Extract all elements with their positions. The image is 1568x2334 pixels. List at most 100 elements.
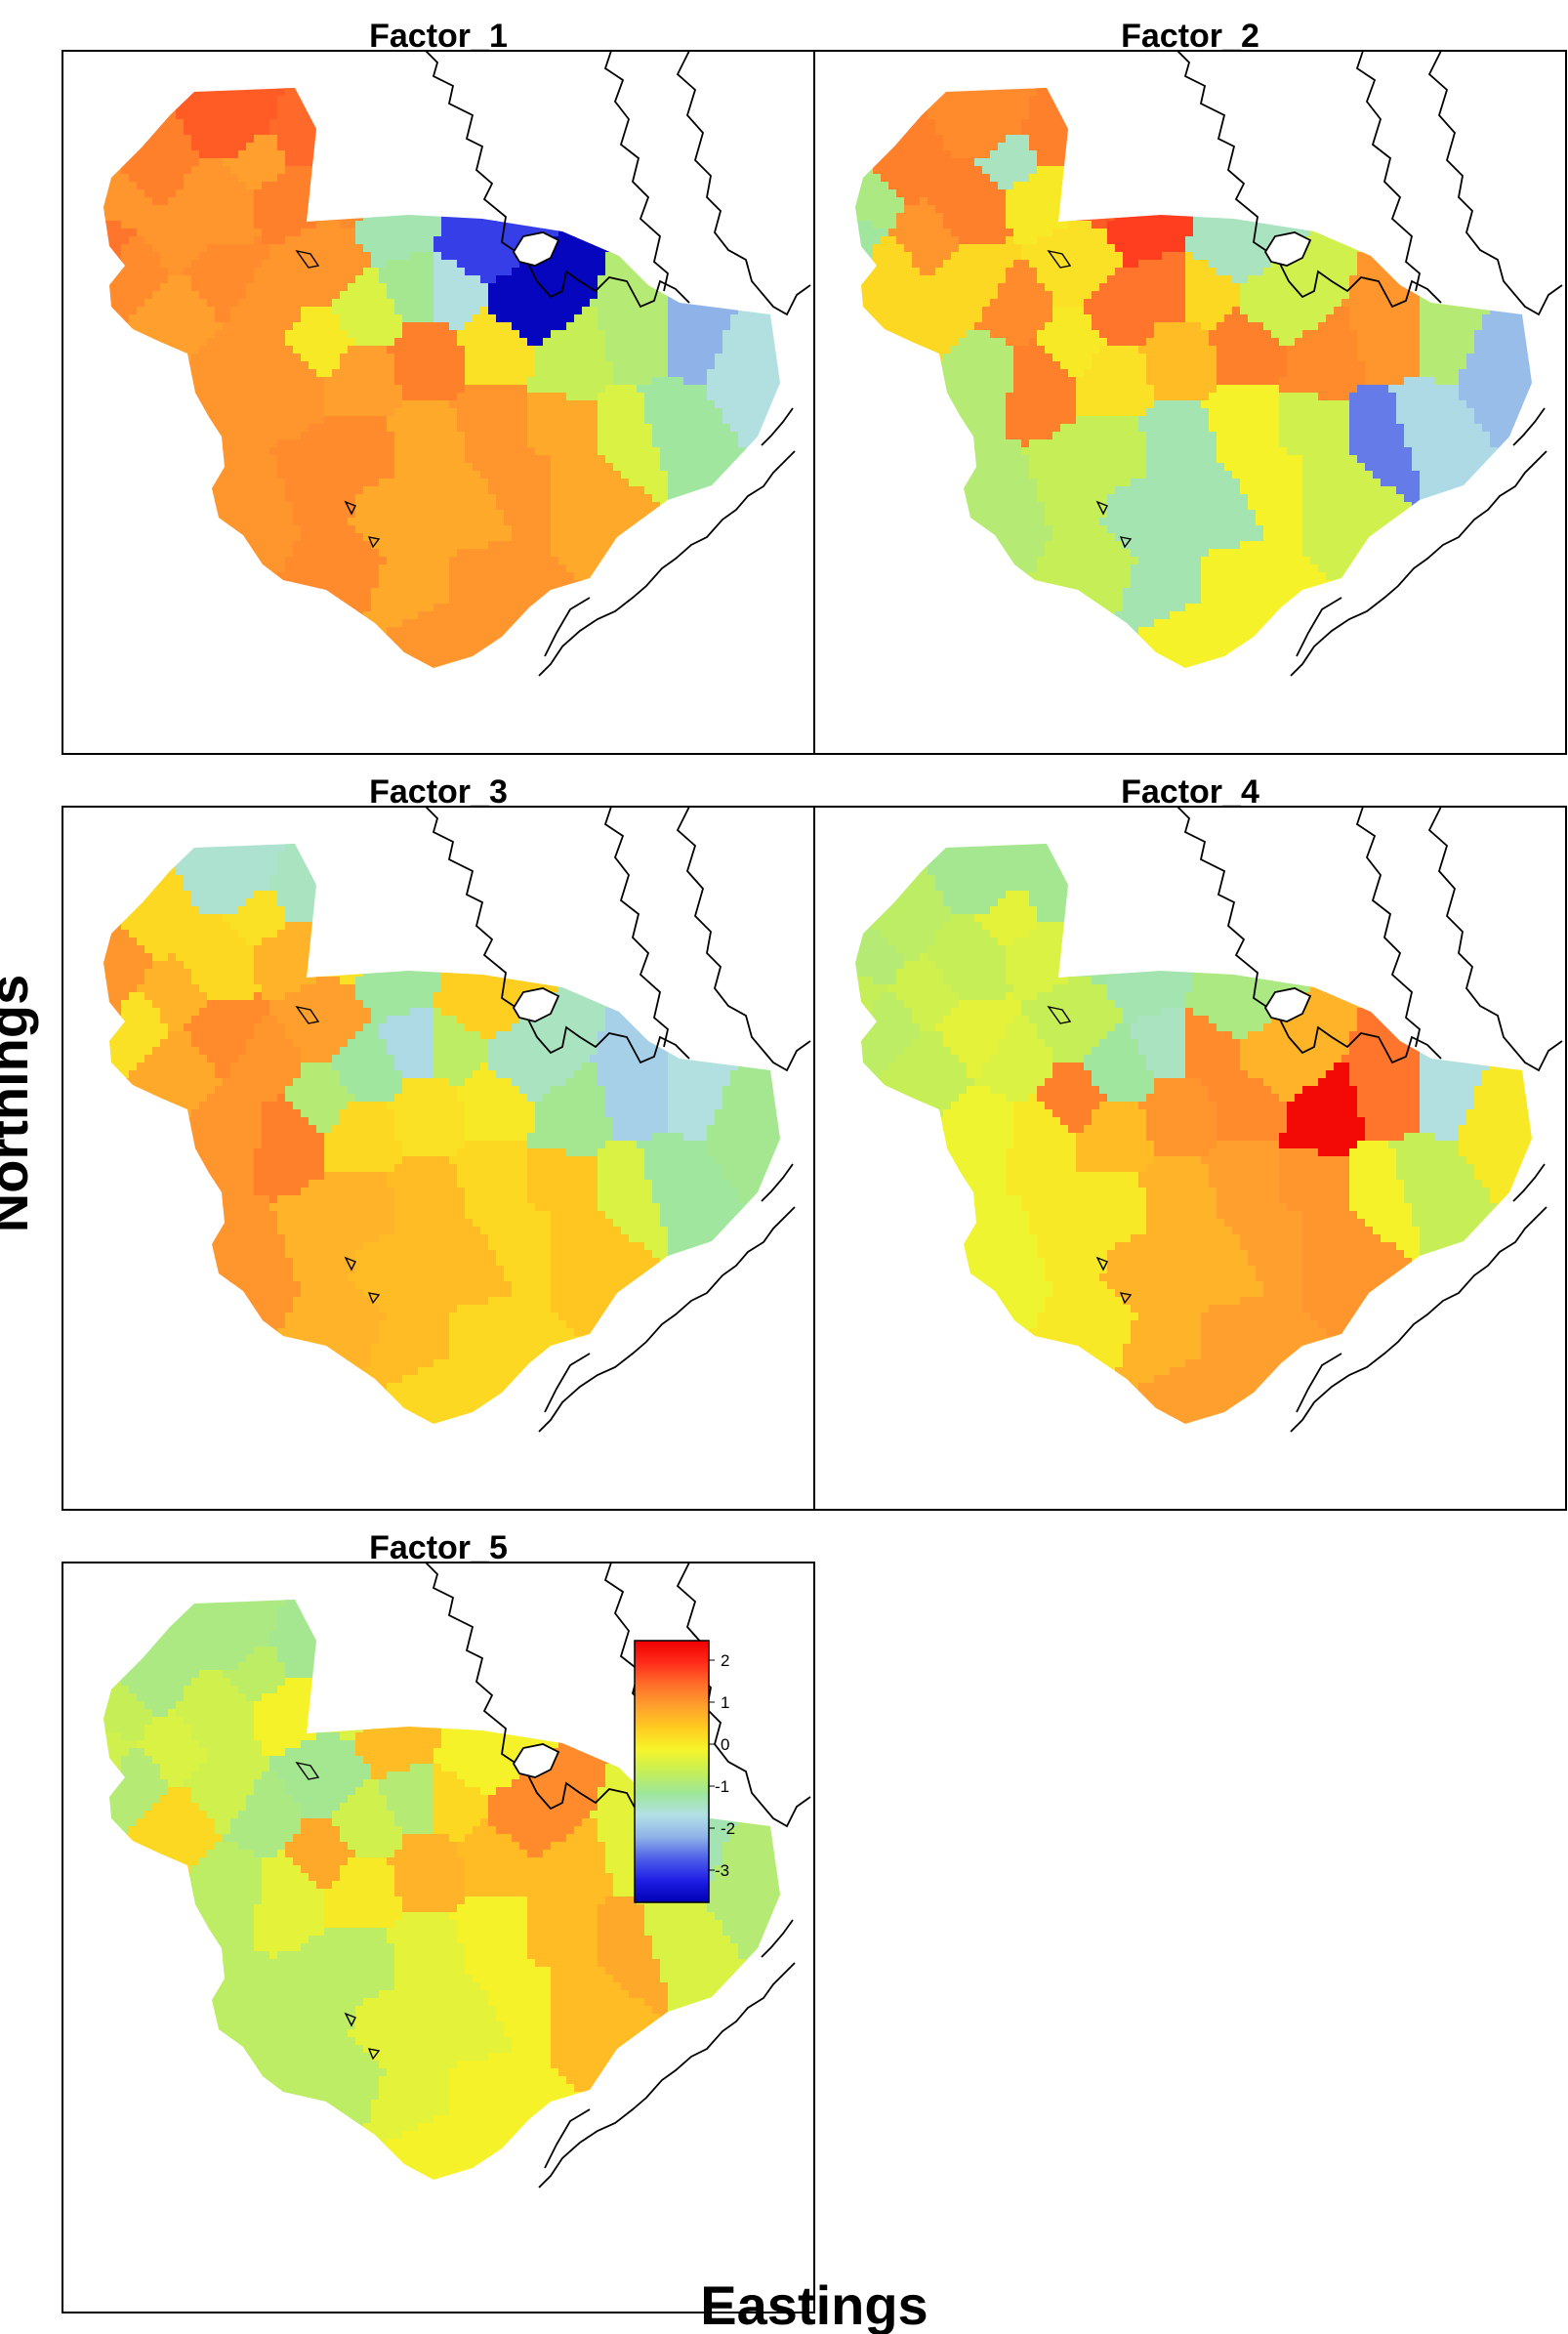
region-cell <box>316 510 325 519</box>
region-cell <box>558 385 567 394</box>
region-cell <box>488 369 497 378</box>
region-cell <box>637 432 645 440</box>
region-cell <box>191 299 200 308</box>
region-cell <box>355 338 364 347</box>
region-cell <box>676 416 684 425</box>
region-cell <box>433 518 442 526</box>
region-cell <box>394 432 403 440</box>
region-cell <box>168 135 177 144</box>
region-cell <box>230 346 239 354</box>
region-cell <box>246 330 255 339</box>
region-cell <box>223 174 231 183</box>
region-cell <box>660 494 669 503</box>
region-cell <box>449 221 458 229</box>
region-cell <box>137 260 145 269</box>
region-cell <box>433 361 442 370</box>
region-cell <box>598 354 606 362</box>
region-cell <box>105 283 114 292</box>
region-cell <box>340 244 349 253</box>
region-cell <box>512 494 520 503</box>
region-cell <box>348 432 356 440</box>
region-cell <box>676 369 684 378</box>
region-cell <box>176 260 185 269</box>
region-cell <box>363 463 372 472</box>
region-cell <box>363 299 372 308</box>
region-cell <box>457 361 466 370</box>
region-cell <box>285 393 294 401</box>
region-cell <box>129 291 138 300</box>
region-cell <box>465 385 474 394</box>
region-cell <box>644 393 653 401</box>
region-cell <box>176 322 185 331</box>
region-cell <box>473 385 481 394</box>
region-cell <box>504 221 513 229</box>
region-cell <box>348 229 356 237</box>
region-cell <box>644 354 653 362</box>
region-cell <box>348 455 356 464</box>
region-cell <box>246 518 255 526</box>
region-cell <box>269 221 278 229</box>
region-cell <box>488 432 497 440</box>
region-cell <box>324 432 333 440</box>
region-cell <box>230 221 239 229</box>
region-cell <box>566 307 575 315</box>
region-cell <box>465 502 474 511</box>
region-cell <box>387 479 395 487</box>
region-cell <box>230 252 239 261</box>
region-cell <box>363 283 372 292</box>
region-cell <box>223 127 231 136</box>
region-cell <box>762 314 770 323</box>
region-cell <box>355 236 364 245</box>
region-cell <box>301 150 309 159</box>
region-cell <box>449 494 458 503</box>
region-cell <box>480 291 489 300</box>
region-cell <box>480 494 489 503</box>
region-cell <box>332 354 341 362</box>
region-cell <box>277 189 286 198</box>
region-cell <box>371 338 380 347</box>
region-cell <box>309 330 317 339</box>
region-cell <box>426 268 434 276</box>
region-cell <box>519 361 528 370</box>
region-cell <box>512 455 520 464</box>
region-cell <box>184 96 192 104</box>
region-cell <box>277 479 286 487</box>
region-cell <box>441 330 450 339</box>
region-cell <box>449 322 458 331</box>
region-cell <box>223 88 231 97</box>
region-cell <box>277 135 286 144</box>
region-cell <box>394 244 403 253</box>
region-cell <box>160 127 169 136</box>
region-cell <box>215 377 224 386</box>
region-cell <box>558 439 567 448</box>
region-cell <box>246 166 255 175</box>
region-cell <box>371 510 380 519</box>
region-cell <box>152 260 161 269</box>
region-cell <box>363 494 372 503</box>
region-cell <box>504 268 513 276</box>
region-cell <box>418 486 427 495</box>
region-cell <box>496 221 505 229</box>
region-cell <box>441 213 450 222</box>
region-cell <box>223 166 231 175</box>
region-cell <box>355 369 364 378</box>
region-cell <box>160 283 169 292</box>
region-cell <box>519 432 528 440</box>
region-cell <box>668 361 677 370</box>
region-cell <box>551 400 559 409</box>
region-cell <box>590 432 598 440</box>
region-cell <box>262 213 270 222</box>
region-cell <box>230 307 239 315</box>
region-cell <box>660 361 669 370</box>
region-cell <box>223 221 231 229</box>
region-cell <box>223 486 231 495</box>
region-cell <box>269 88 278 97</box>
region-cell <box>652 439 661 448</box>
region-cell <box>152 275 161 284</box>
region-cell <box>473 439 481 448</box>
region-cell <box>769 369 778 378</box>
region-cell <box>410 416 419 425</box>
region-cell <box>433 260 442 269</box>
region-cell <box>332 385 341 394</box>
region-cell <box>348 494 356 503</box>
